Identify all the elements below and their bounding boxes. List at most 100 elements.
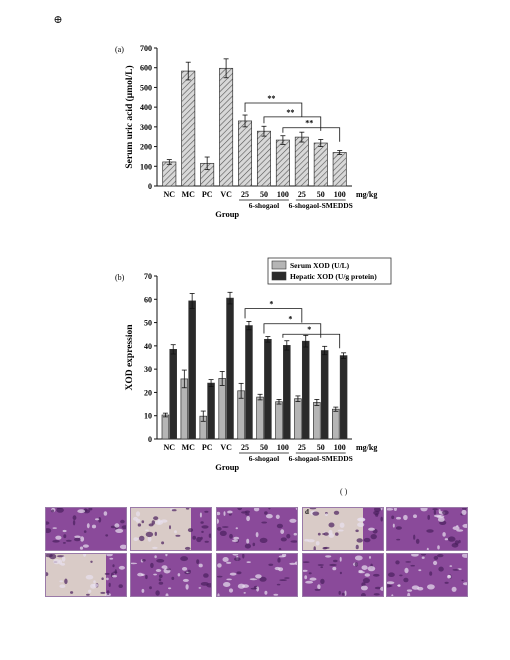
- x-tick-label: 100: [334, 443, 346, 452]
- x-axis-title: Group: [215, 462, 239, 472]
- y-tick-label: 60: [144, 295, 152, 304]
- significance-bracket: [263, 116, 322, 131]
- significance-label: **: [267, 94, 275, 103]
- bar: [207, 382, 215, 440]
- bar: [294, 136, 309, 187]
- histology-panel: [302, 553, 384, 597]
- bar: [264, 338, 272, 440]
- histology-texture: [131, 508, 211, 550]
- bar: [313, 142, 328, 187]
- x-tick-label: VC: [220, 190, 232, 199]
- bar: [218, 378, 226, 440]
- histology-panel: [386, 507, 468, 551]
- x-tick-label: PC: [202, 443, 213, 452]
- bar: [339, 355, 348, 440]
- y-tick-label: 20: [144, 388, 152, 397]
- legend-swatch: [271, 271, 287, 281]
- bar: [245, 325, 253, 440]
- significance-label: **: [286, 108, 294, 117]
- significance-label: **: [305, 119, 313, 128]
- bar: [219, 67, 234, 187]
- x-tick-label: NC: [164, 443, 176, 452]
- group-label: 6-shogaol: [249, 201, 279, 210]
- y-tick-label: 0: [148, 435, 152, 444]
- histology-texture: [46, 508, 126, 550]
- bar: [169, 349, 177, 440]
- bar: [294, 398, 302, 440]
- bar: [332, 408, 340, 440]
- x-tick-label: 25: [298, 190, 306, 199]
- x-tick-label: 25: [298, 443, 306, 452]
- x-tick-label: VC: [220, 443, 232, 452]
- x-tick-label: 50: [317, 443, 325, 452]
- significance-label: *: [288, 315, 292, 324]
- bar: [320, 350, 329, 440]
- legend-swatch: [271, 260, 287, 270]
- y-tick-label: 10: [144, 412, 152, 421]
- histology-panel: d: [302, 507, 384, 551]
- y-tick-label: 500: [140, 83, 152, 92]
- histology-texture: [217, 508, 297, 550]
- corner-icon: ⊕: [53, 14, 63, 26]
- panel-label: (b): [115, 273, 125, 282]
- bar: [275, 139, 290, 187]
- y-tick-label: 70: [144, 272, 152, 281]
- x-axis-title: Group: [215, 209, 239, 219]
- histology-panel: [45, 507, 127, 551]
- y-tick-label: 50: [144, 319, 152, 328]
- bar: [275, 401, 283, 440]
- bar: [188, 300, 196, 440]
- y-tick-label: 200: [140, 143, 152, 152]
- histology-panel: [216, 553, 298, 597]
- x-tick-label: 100: [277, 190, 289, 199]
- panel-label: (a): [115, 45, 124, 54]
- unit-label: mg/kg: [356, 443, 377, 452]
- x-tick-label: MC: [182, 190, 196, 199]
- group-label: 6-shogaol-SMEDDS: [289, 454, 353, 463]
- histology-panel: [386, 553, 468, 597]
- histology-texture: [303, 508, 383, 550]
- histology-panel: [130, 553, 212, 597]
- histology-panel: [130, 507, 212, 551]
- significance-label: *: [269, 300, 273, 309]
- bar: [301, 340, 310, 440]
- significance-bracket: [282, 127, 341, 142]
- x-tick-label: PC: [202, 190, 213, 199]
- x-tick-label: 100: [277, 443, 289, 452]
- y-axis-title: XOD expression: [125, 324, 135, 391]
- x-tick-label: NC: [164, 190, 176, 199]
- significance-bracket: [244, 102, 303, 118]
- bar: [313, 402, 321, 440]
- y-tick-label: 400: [140, 103, 152, 112]
- bar: [332, 152, 347, 187]
- x-tick-label: 100: [334, 190, 346, 199]
- bar: [256, 396, 264, 440]
- histology-texture: [217, 554, 297, 596]
- y-tick-label: 30: [144, 365, 152, 374]
- bar: [161, 414, 170, 440]
- x-tick-label: MC: [182, 443, 196, 452]
- bar: [238, 120, 253, 187]
- y-tick-label: 600: [140, 64, 152, 73]
- figure-panel-marker: ( ): [340, 487, 348, 496]
- chart-b-xod-expression: 0 10 20 30 40 50 60 70 NC MC PC VC 25 50 100 25 50 100 mg/…: [115, 257, 392, 472]
- y-tick-label: 40: [144, 342, 152, 351]
- histology-texture: [303, 555, 383, 596]
- significance-label: *: [307, 325, 311, 334]
- histology-panel-letter: d: [305, 508, 309, 516]
- histology-texture: [46, 554, 125, 596]
- x-tick-label: 25: [241, 443, 249, 452]
- x-tick-label: 50: [260, 190, 268, 199]
- histology-texture: [131, 554, 211, 596]
- chart-a-uric-acid: 0 100 200 300 400 500 600 700 NC MC PC VC 25 50 100 25 5…: [115, 44, 377, 219]
- bar: [226, 297, 234, 440]
- significance-bracket: [263, 323, 322, 338]
- bar: [283, 345, 291, 440]
- legend-label: Hepatic XOD (U/g protein): [290, 272, 377, 281]
- legend-box: [267, 257, 392, 285]
- legend-label: Serum XOD (U/L): [290, 261, 350, 270]
- x-tick-label: 50: [260, 443, 268, 452]
- y-tick-label: 700: [140, 44, 152, 53]
- histology-texture: [387, 508, 467, 550]
